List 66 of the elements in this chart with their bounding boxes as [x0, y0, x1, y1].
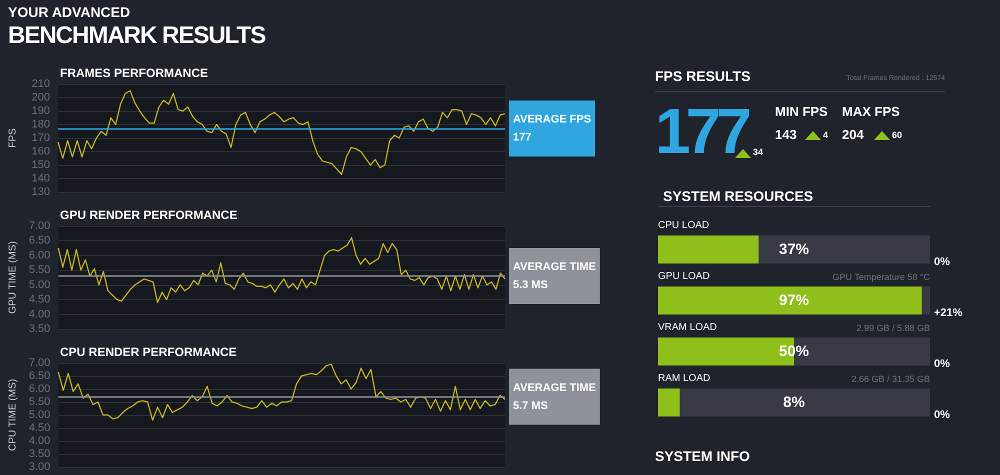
annotation: GPU Temperature 58 °C	[832, 272, 930, 282]
ref-line-label: AVERAGE TIME 5.7 MS	[513, 382, 596, 412]
y-tick-label: 190	[32, 105, 50, 117]
text: FPS RESULTS	[655, 68, 750, 84]
chart-title: SYSTEM RESOURCES	[663, 188, 814, 204]
line-series	[58, 237, 506, 304]
y-tick-label: 6.00	[28, 383, 50, 395]
text: 4	[823, 130, 828, 140]
ref-line-label: AVERAGE FPS 177	[513, 114, 592, 144]
annotation: 2.66 GB / 31.35 GB	[851, 374, 930, 384]
data-label: 97%	[778, 292, 810, 309]
y-tick-label: 4.50	[28, 294, 50, 306]
y-tick-label: 5.50	[28, 264, 50, 276]
chart-title: CPU RENDER PERFORMANCE	[60, 345, 237, 359]
ref-line-label: AVERAGE TIME 5.3 MS	[513, 261, 596, 292]
text: 0%	[934, 358, 950, 370]
line-series	[58, 364, 506, 421]
y-tick-label: 4.50	[28, 422, 50, 434]
text: BENCHMARK RESULTS	[8, 22, 266, 50]
y-tick-label: 200	[32, 92, 50, 104]
y-tick-label: 6.50	[28, 234, 50, 247]
y-tick-label: GPU LOAD	[658, 271, 710, 282]
y-tick-label: CPU LOAD	[658, 220, 710, 231]
text: MIN FPS	[775, 104, 828, 119]
annotation: 2.99 GB / 5.88 GB	[856, 322, 930, 332]
y-tick-label: 4.00	[28, 435, 50, 447]
data-label: 37%	[778, 241, 810, 258]
y-tick-label: 170	[32, 132, 50, 144]
text: 60	[892, 130, 902, 140]
y-tick-label: VRAM LOAD	[658, 322, 717, 333]
chart-title: GPU RENDER PERFORMANCE	[60, 208, 238, 222]
chart-title: FRAMES PERFORMANCE	[60, 66, 208, 80]
y-tick-label: 3.00	[28, 461, 50, 473]
y-tick-label: 3.50	[28, 448, 50, 460]
line-series	[57, 90, 506, 176]
y-tick-label: 140	[32, 172, 50, 184]
y-tick-label: 150	[32, 159, 50, 171]
y-tick-label: 210	[32, 78, 50, 90]
y-tick-label: 5.00	[28, 278, 50, 291]
y-tick-label: 6.50	[28, 370, 50, 382]
y-axis-title: FPS	[8, 128, 18, 148]
y-tick-label: 7.00	[28, 220, 50, 232]
y-tick-label: 7.00	[28, 357, 50, 369]
y-tick-label: 5.50	[28, 396, 50, 408]
data-label: 50%	[778, 343, 810, 360]
data-label: 8%	[783, 394, 805, 411]
y-axis-title: GPU TIME (MS)	[8, 241, 18, 314]
y-tick-label: RAM LOAD	[658, 373, 710, 384]
y-tick-label: 5.00	[28, 409, 50, 421]
y-tick-label: 160	[32, 146, 50, 158]
y-axis-title: CPU TIME (MS)	[8, 378, 18, 452]
text: 34	[753, 147, 764, 157]
text: MAX FPS	[842, 104, 900, 119]
y-tick-label: 3.50	[28, 323, 50, 335]
text: YOUR ADVANCED	[8, 4, 130, 20]
y-tick-label: 130	[32, 186, 50, 198]
y-tick-label: 6.00	[28, 249, 50, 262]
text: +21%	[934, 306, 962, 318]
text: 143	[775, 127, 797, 142]
y-tick-label: 180	[32, 118, 50, 130]
text: SYSTEM INFO	[655, 448, 750, 464]
text: 204	[842, 127, 864, 142]
text: 177	[655, 94, 747, 168]
text: 0%	[934, 408, 950, 420]
text: 0%	[934, 256, 950, 268]
y-tick-label: 4.00	[28, 308, 50, 320]
